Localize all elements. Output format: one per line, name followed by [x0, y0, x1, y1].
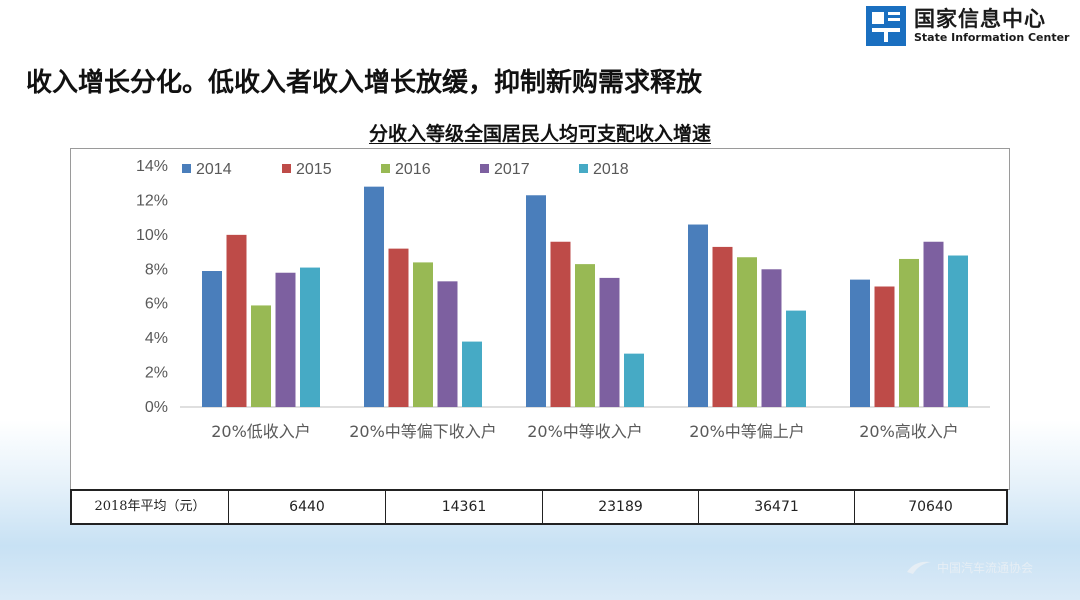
- table-cell-upper-middle: 36471: [698, 491, 854, 523]
- bar-2018-1: [462, 341, 482, 407]
- bar-2014-3: [688, 224, 708, 407]
- y-tick-label: 4%: [145, 330, 168, 347]
- watermark: 中国汽车流通协会: [905, 558, 1033, 576]
- bar-2016-1: [413, 262, 433, 407]
- table-row-label: 2018年平均（元）: [94, 499, 206, 514]
- bar-2014-1: [364, 186, 384, 407]
- watermark-text: 中国汽车流通协会: [937, 560, 1034, 575]
- legend-swatch-2018: [579, 164, 588, 173]
- bar-2014-2: [526, 195, 546, 407]
- y-tick-label: 6%: [145, 296, 168, 313]
- legend-label-2018: 2018: [593, 161, 629, 178]
- logo: 国家信息中心 State Information Center: [866, 6, 1069, 46]
- bar-2017-2: [599, 277, 620, 407]
- bar-2017-3: [761, 269, 782, 407]
- bar-2014-0: [202, 271, 222, 407]
- y-tick-label: 2%: [145, 365, 168, 382]
- bar-chart: 0% 2% 4% 6% 8% 10% 12% 14% 20%低收入户 20%中等偏下收入户 20%中…: [136, 158, 990, 441]
- y-tick-label: 12%: [136, 192, 168, 209]
- bar-2018-3: [786, 310, 806, 407]
- bar-2018-0: [300, 267, 320, 407]
- bar-2016-0: [251, 305, 271, 407]
- legend-swatch-2017: [480, 164, 489, 173]
- bar-2018-2: [624, 353, 644, 407]
- bar-2014-4: [850, 279, 870, 407]
- logo-english-name: State Information Center: [914, 31, 1070, 44]
- y-tick-label: 8%: [145, 261, 168, 278]
- chart-title-wrap: 分收入等级全国居民人均可支配收入增速: [0, 119, 1080, 146]
- chart-title: 分收入等级全国居民人均可支配收入增速: [368, 123, 711, 145]
- bar-2015-2: [550, 241, 571, 407]
- slide-headline: 收入增长分化。低收入者收入增长放缓，抑制新购需求释放: [26, 68, 703, 98]
- table-cell-high: 70640: [854, 491, 1006, 523]
- bar-2015-4: [874, 286, 895, 407]
- bar-2015-1: [388, 248, 409, 407]
- x-category-label: 20%低收入户: [211, 422, 311, 441]
- x-category-label: 20%高收入户: [859, 422, 959, 441]
- bar-2017-0: [275, 272, 296, 407]
- logo-chinese-name: 国家信息中心: [914, 7, 1046, 31]
- state-information-center-logo-icon: [866, 6, 906, 46]
- bar-2016-3: [737, 257, 757, 407]
- table-cell-lower-middle: 14361: [385, 491, 542, 523]
- y-tick-label: 0%: [145, 399, 168, 416]
- legend-swatch-2014: [182, 164, 191, 173]
- legend-label-2016: 2016: [395, 161, 431, 178]
- bar-2016-4: [899, 258, 919, 407]
- bar-2017-1: [437, 281, 458, 407]
- x-category-label: 20%中等偏下收入户: [349, 422, 497, 441]
- y-tick-label: 14%: [136, 158, 168, 175]
- x-category-label: 20%中等收入户: [527, 422, 643, 441]
- table-cell-low: 6440: [228, 491, 385, 523]
- legend-label-2017: 2017: [494, 161, 530, 178]
- legend-swatch-2015: [282, 164, 291, 173]
- bar-2018-4: [948, 255, 968, 407]
- y-tick-label: 10%: [136, 227, 168, 244]
- bar-2016-2: [575, 264, 595, 407]
- bar-2015-0: [226, 234, 247, 407]
- bar-2017-4: [923, 241, 944, 407]
- table-cell-middle: 23189: [542, 491, 698, 523]
- legend-label-2015: 2015: [296, 161, 332, 178]
- x-category-label: 20%中等偏上户: [689, 422, 805, 441]
- income-table: 2018年平均（元） 6440 14361 23189 36471 70640: [70, 489, 1008, 525]
- legend-swatch-2016: [381, 164, 390, 173]
- legend-label-2014: 2014: [196, 161, 232, 178]
- association-logo-icon: [907, 561, 931, 574]
- bar-2015-3: [712, 246, 733, 407]
